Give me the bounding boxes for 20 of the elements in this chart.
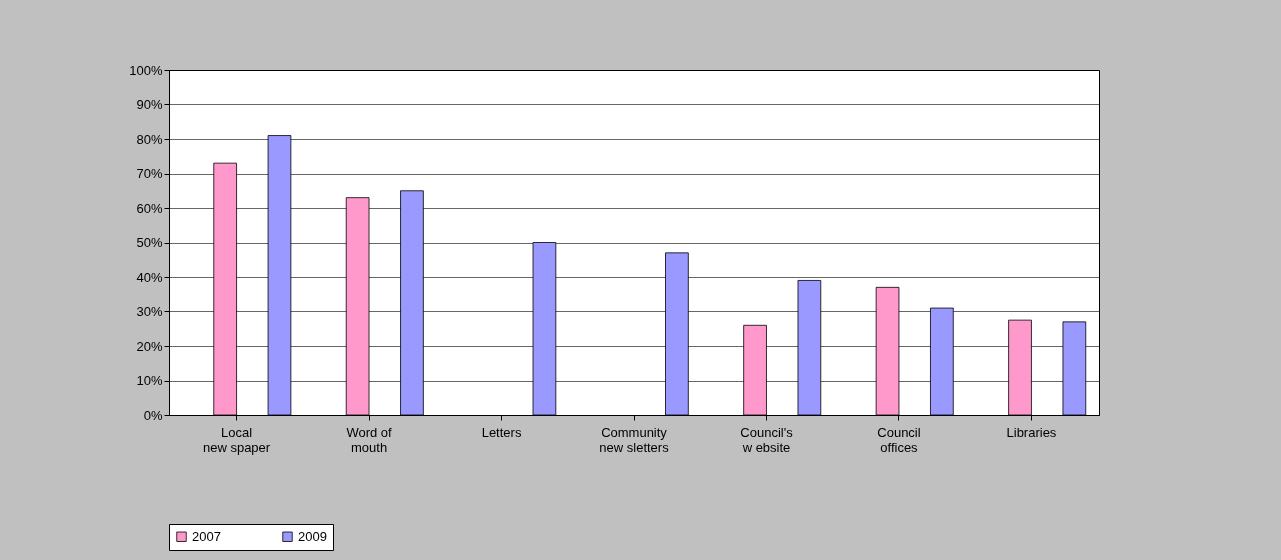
legend-label: 2007: [192, 528, 221, 544]
y-tick-label: 40%: [136, 269, 163, 285]
x-tick-label: Community new sletters: [599, 424, 670, 455]
x-tick-label: Word of mouth: [346, 424, 393, 455]
y-tick-label: 70%: [136, 166, 163, 181]
x-tick-label: Council offices: [877, 424, 921, 455]
y-tick-label: 20%: [136, 338, 163, 354]
x-tick-label: Libraries: [1006, 424, 1057, 440]
y-tick-label: 30%: [136, 304, 163, 319]
legend-label: 2009: [298, 528, 327, 544]
x-tick-label: Letters: [481, 424, 522, 440]
y-tick-label: 80%: [136, 131, 163, 147]
y-tick-label: 90%: [136, 97, 163, 112]
x-tick-label: Local new spaper: [202, 424, 271, 455]
y-tick-label: 60%: [136, 200, 163, 216]
y-tick-label: 50%: [136, 235, 163, 250]
x-tick-label: Council's w ebsite: [740, 424, 794, 455]
y-tick-label: 10%: [136, 373, 163, 388]
y-tick-label: 0%: [143, 407, 163, 423]
y-tick-label: 100%: [129, 62, 163, 78]
